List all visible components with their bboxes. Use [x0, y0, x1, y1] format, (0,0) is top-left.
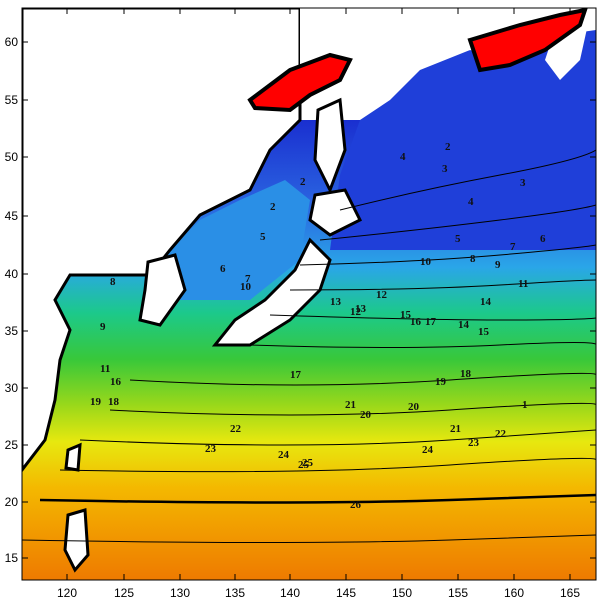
contour-label: 5	[455, 233, 461, 245]
x-tick-label: 145	[336, 586, 356, 600]
y-tick-label: 25	[5, 438, 19, 452]
contour-label: 23	[468, 437, 480, 449]
contour-label: 19	[90, 396, 102, 408]
sea-ice-bering	[467, 8, 588, 73]
plot-frame	[21, 7, 597, 581]
y-tick-label: 35	[5, 324, 19, 338]
contour-label: 15	[400, 309, 412, 321]
x-tick-label: 165	[560, 586, 580, 600]
hokkaido	[308, 188, 363, 237]
contour-label: 11	[518, 278, 528, 290]
contour-label: 5	[260, 231, 266, 243]
taiwan	[64, 442, 82, 472]
contour-label: 4	[400, 151, 406, 163]
contour-label: 22	[495, 428, 507, 440]
x-tick-label: 160	[504, 586, 524, 600]
contour-label: 23	[205, 443, 217, 455]
contour-label: 7	[245, 273, 251, 285]
contour-label: 9	[495, 259, 501, 271]
contour-label: 21	[345, 399, 356, 411]
contour-label: 25	[302, 457, 314, 469]
luzon	[63, 508, 90, 573]
contour-label: 24	[278, 449, 290, 461]
contour-label: 14	[480, 296, 492, 308]
asia-mainland	[22, 8, 302, 473]
contour-label: 13	[355, 303, 367, 315]
x-tick-label: 120	[57, 586, 77, 600]
contour-label: 21	[450, 423, 461, 435]
contour-label: 20	[408, 401, 420, 413]
contour-label: 3	[442, 163, 448, 175]
contour-label: 14	[458, 319, 470, 331]
x-tick-label: 155	[448, 586, 468, 600]
contour-label: 10	[420, 256, 432, 268]
contour-label: 8	[110, 276, 116, 288]
x-tick-label: 125	[114, 586, 134, 600]
contour-label: 10	[240, 281, 252, 293]
x-tick-label: 150	[392, 586, 412, 600]
contour-label: 15	[478, 326, 490, 338]
contour-label: 7	[510, 241, 516, 253]
contour-label: 16	[410, 316, 422, 328]
x-tick-label: 135	[225, 586, 245, 600]
x-tick-label: 140	[280, 586, 300, 600]
honshu	[211, 237, 332, 347]
contour-label: 20	[360, 409, 372, 421]
contour-label: 18	[460, 368, 472, 380]
y-tick-label: 45	[5, 209, 19, 223]
y-tick-label: 30	[5, 381, 19, 395]
contour-label: 22	[230, 423, 242, 435]
axis-ticks: 120 125 130 135 140 145 150 155 160 1651520253035…	[5, 8, 596, 600]
contour-label: 2	[445, 141, 451, 153]
x-tick-label: 130	[170, 586, 190, 600]
contour-label: 4	[468, 196, 474, 208]
contour-label: 25	[298, 459, 310, 471]
contour-label: 2	[270, 201, 276, 213]
y-tick-label: 60	[5, 35, 19, 49]
y-tick-label: 50	[5, 150, 19, 164]
contour-label: 11	[100, 363, 110, 375]
sea-of-japan-water	[160, 180, 310, 300]
y-tick-label: 15	[5, 551, 19, 565]
contour-label: 9	[100, 321, 106, 333]
y-tick-label: 55	[5, 93, 19, 107]
contour-label: 12	[350, 306, 362, 318]
contour-label: 2	[300, 176, 306, 188]
korea	[138, 253, 187, 327]
y-tick-label: 40	[5, 267, 19, 281]
contour-label: 18	[108, 396, 120, 408]
contour-label: 19	[435, 376, 447, 388]
northern-cold-water	[330, 30, 596, 250]
contour-label: 8	[470, 253, 476, 265]
contour-label: 17	[425, 316, 437, 328]
contour-label: 16	[110, 376, 122, 388]
contour-label: 13	[330, 296, 342, 308]
sea-ice-okhotsk	[247, 52, 353, 113]
isotherm-lines	[22, 149, 596, 543]
contour-label: 6	[220, 263, 226, 275]
contour-label: 24	[422, 444, 434, 456]
contour-label: 12	[376, 289, 388, 301]
contour-label: 26	[350, 499, 362, 511]
contour-label: 1	[522, 399, 528, 411]
contour-label: 17	[290, 369, 302, 381]
contour-label: 3	[520, 177, 526, 189]
y-tick-label: 20	[5, 495, 19, 509]
contour-label: 6	[540, 233, 546, 245]
sakhalin	[313, 97, 347, 194]
